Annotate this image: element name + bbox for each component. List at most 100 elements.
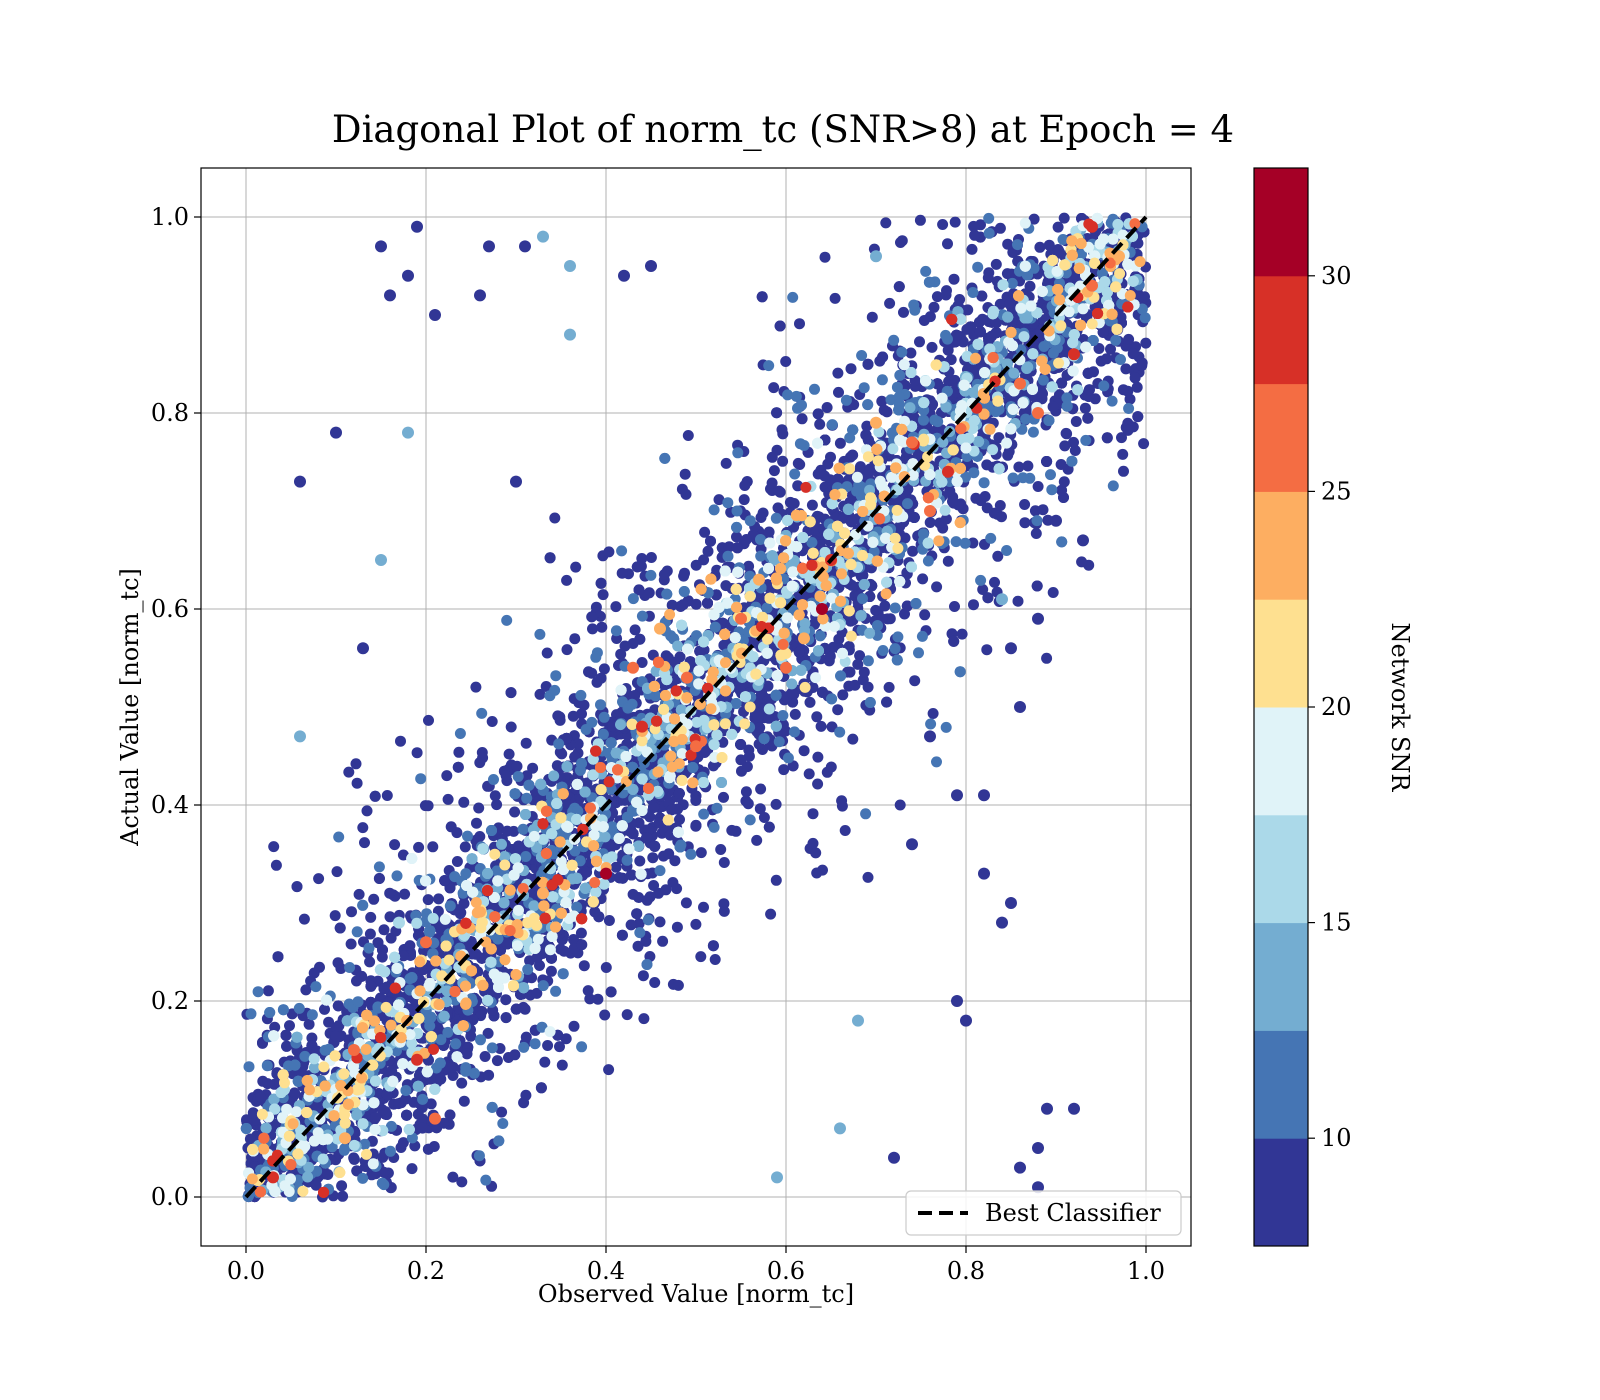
scatter-point [756, 291, 768, 303]
scatter-point [931, 291, 943, 303]
scatter-point [907, 545, 919, 557]
scatter-point [717, 736, 729, 748]
scatter-point [346, 906, 357, 918]
scatter-point [262, 1078, 274, 1090]
scatter-point [549, 512, 561, 524]
scatter-point [351, 777, 363, 789]
scatter-point [702, 597, 713, 609]
scatter-point [587, 623, 598, 635]
scatter-point [899, 532, 911, 544]
scatter-point [561, 644, 573, 656]
scatter-point [765, 908, 777, 920]
scatter-point [505, 687, 517, 699]
scatter-point [458, 1095, 470, 1107]
scatter-point [603, 546, 615, 558]
scatter-point [441, 770, 453, 782]
scatter-point [956, 628, 968, 640]
scatter-point [970, 492, 982, 504]
scatter-point [755, 783, 767, 795]
scatter-point [707, 760, 719, 772]
scatter-point [442, 793, 454, 805]
scatter-point [1124, 393, 1136, 405]
scatter-point [780, 725, 792, 737]
scatter-point [560, 1033, 572, 1045]
scatter-point [974, 326, 986, 338]
scatter-point [378, 983, 390, 994]
chart-title: Diagonal Plot of norm_tc (SNR>8) at Epoc… [332, 108, 1234, 152]
scatter-point [982, 272, 994, 284]
scatter-point [376, 1104, 388, 1116]
scatter-point [1070, 416, 1082, 427]
scatter-point [582, 985, 594, 997]
scatter-point [1132, 411, 1144, 423]
scatter-point [459, 841, 471, 853]
scatter-point [648, 880, 660, 891]
scatter-point [1034, 241, 1046, 253]
scatter-point [500, 994, 512, 1006]
scatter-point [500, 1012, 512, 1024]
scatter-point [649, 840, 661, 852]
scatter-point [423, 714, 434, 726]
scatter-point [1019, 499, 1031, 510]
scatter-point [1012, 595, 1024, 607]
scatter-point [718, 791, 729, 803]
scatter-point [439, 875, 451, 887]
scatter-point [336, 1180, 348, 1192]
scatter-point [447, 1061, 459, 1073]
scatter-point [834, 437, 846, 449]
scatter-point [1118, 465, 1129, 477]
scatter-point [1031, 580, 1043, 592]
scatter-point [826, 721, 838, 733]
scatter-point [456, 1077, 468, 1089]
scatter-point [698, 901, 709, 913]
scatter-point [452, 761, 464, 773]
scatter-point [976, 313, 988, 325]
scatter-point [417, 1122, 428, 1134]
scatter-point [361, 805, 373, 817]
scatter-point [496, 1106, 508, 1118]
scatter-point [993, 432, 1005, 444]
scatter-point [329, 910, 341, 922]
scatter-point [789, 708, 801, 720]
scatter-point [944, 485, 956, 497]
scatter-point [306, 1032, 318, 1044]
scatter-point [682, 430, 694, 441]
scatter-point [742, 798, 754, 810]
scatter-point [1056, 484, 1068, 496]
scatter-point [966, 243, 978, 255]
scatter-point [771, 407, 783, 419]
scatter-point [616, 929, 628, 941]
scatter-point [981, 502, 993, 514]
scatter-point [1058, 476, 1070, 488]
scatter-point [503, 748, 515, 760]
scatter-point [754, 803, 766, 815]
scatter-point [861, 420, 873, 432]
scatter-point [948, 635, 960, 647]
scatter-point [679, 468, 691, 480]
scatter-point [1002, 449, 1014, 461]
scatter-point [569, 633, 581, 645]
scatter-point [919, 609, 931, 621]
scatter-point [647, 852, 659, 864]
scatter-point [1123, 333, 1135, 345]
scatter-point [597, 589, 609, 601]
scatter-point [319, 1003, 330, 1015]
scatter-point [994, 298, 1006, 310]
scatter-point [471, 817, 482, 829]
scatter-point [862, 871, 874, 883]
scatter-point [905, 347, 917, 359]
scatter-point [690, 819, 702, 831]
scatter-point [735, 739, 747, 750]
scatter-point [718, 905, 730, 917]
scatter-point [453, 746, 465, 758]
scatter-point [343, 766, 355, 778]
scatter-point [1024, 280, 1036, 292]
scatter-point [695, 951, 707, 963]
scatter-point [520, 1089, 532, 1101]
scatter-point [375, 992, 386, 1004]
scatter-point [627, 638, 639, 649]
scatter-point [690, 598, 702, 610]
scatter-point [486, 716, 498, 727]
scatter-point [600, 962, 612, 973]
scatter-point [595, 577, 607, 589]
